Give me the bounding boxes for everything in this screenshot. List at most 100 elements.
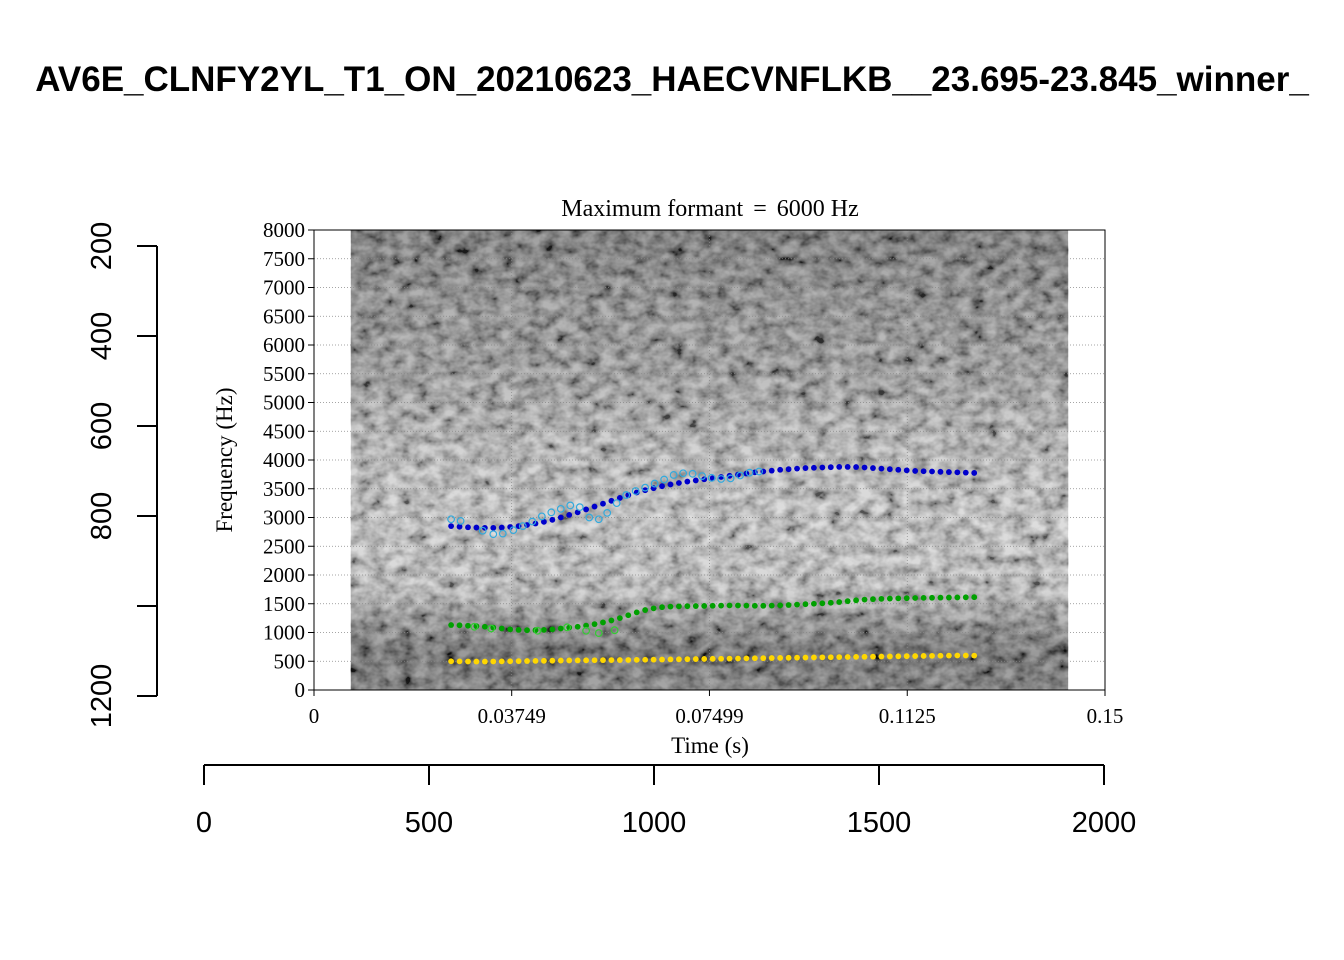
formant-point xyxy=(886,466,893,473)
formant-point xyxy=(473,524,480,531)
formant-point xyxy=(490,524,497,531)
outer-y-tick-label: 1200 xyxy=(86,664,118,729)
formant-point xyxy=(861,464,868,471)
formant-point-open xyxy=(447,515,456,524)
formant-point xyxy=(625,612,632,619)
formant-point xyxy=(853,597,859,604)
formant-point xyxy=(549,626,556,633)
formant-point xyxy=(946,594,952,601)
formant-point xyxy=(608,497,615,504)
formant-point xyxy=(895,653,902,660)
formant-point xyxy=(844,598,851,605)
x-tick-label: 0.15 xyxy=(1087,704,1124,728)
formant-point xyxy=(844,464,851,470)
formant-point xyxy=(912,595,919,601)
formant-point xyxy=(912,653,919,659)
formant-point xyxy=(600,657,606,664)
formant-point xyxy=(735,655,741,662)
outer-y-tick-label: 400 xyxy=(86,312,118,360)
formant-point-open xyxy=(509,526,518,535)
formant-point xyxy=(709,602,716,609)
formant-point xyxy=(684,656,691,663)
formant-point-open xyxy=(575,503,584,512)
formant-point xyxy=(557,657,564,664)
y-tick-label: 6000 xyxy=(263,333,305,357)
subtitle-value: 6000 Hz xyxy=(777,196,859,222)
formant-point xyxy=(616,657,623,663)
formant-point xyxy=(946,652,952,659)
y-tick-label: 5000 xyxy=(263,391,305,415)
formant-point xyxy=(633,656,640,663)
formant-point xyxy=(819,464,826,471)
formant-point-open xyxy=(610,626,619,635)
formant-point xyxy=(659,604,665,611)
formant-point xyxy=(878,465,885,472)
formant-point xyxy=(709,655,716,662)
formant-point xyxy=(962,652,969,659)
formant-point xyxy=(802,654,809,661)
formant-point xyxy=(962,469,969,476)
formant-point-open xyxy=(603,509,612,517)
outer-x-tick-label: 1500 xyxy=(847,807,912,839)
formant-point xyxy=(650,605,657,612)
formant-point xyxy=(456,523,463,530)
formant-point-open xyxy=(745,468,754,477)
formant-point-open xyxy=(582,626,591,635)
formant-point xyxy=(667,481,674,488)
outer-x-tick-label: 2000 xyxy=(1072,807,1137,839)
formant-point xyxy=(448,622,455,628)
formant-point xyxy=(811,600,817,607)
formant-point xyxy=(701,603,708,609)
formant-point xyxy=(768,467,775,474)
formant-point xyxy=(481,623,488,630)
formant-point xyxy=(633,609,640,616)
y-tick-label: 4500 xyxy=(263,419,305,443)
formant-point xyxy=(794,601,800,608)
formant-point-open xyxy=(487,624,496,633)
formant-point xyxy=(811,654,817,661)
formant-point xyxy=(971,470,978,476)
formant-point xyxy=(659,656,665,663)
formant-point xyxy=(777,602,784,609)
formant-point xyxy=(574,623,581,630)
formant-point xyxy=(962,594,969,601)
formant-point xyxy=(498,658,505,665)
formant-point xyxy=(937,594,944,601)
formant-point-open xyxy=(631,487,640,495)
formant-point xyxy=(498,625,505,632)
formant-point xyxy=(465,622,471,629)
formant-point-open xyxy=(679,469,688,478)
formant-point xyxy=(642,487,649,494)
formant-point xyxy=(650,656,657,663)
formant-point-open xyxy=(528,517,537,526)
formant-point xyxy=(676,603,682,610)
inner-axes: 0 500 1000 1500 2000 2500 3000 3500 4000 4500 5000… xyxy=(263,218,1123,728)
y-axis-label: Frequency (Hz) xyxy=(212,388,237,533)
formant-point xyxy=(802,465,809,471)
formant-point xyxy=(591,503,598,510)
formant-point xyxy=(591,621,598,628)
formant-point-open xyxy=(641,483,650,492)
formant-point xyxy=(659,483,665,490)
formant-point xyxy=(692,656,699,662)
formant-point-open xyxy=(594,629,603,637)
y-tick-label: 500 xyxy=(274,649,306,673)
formant-point xyxy=(929,652,935,659)
formant-point xyxy=(903,467,910,474)
formant-point xyxy=(870,653,876,660)
formant-point xyxy=(886,653,893,660)
y-tick-label: 1500 xyxy=(263,592,305,616)
formant-point xyxy=(903,595,910,602)
formant-point xyxy=(541,657,547,664)
formant-point-open xyxy=(585,513,594,522)
formant-point xyxy=(701,656,708,662)
formant-point xyxy=(625,657,632,663)
formant-point-open xyxy=(563,623,572,632)
formant-point xyxy=(878,653,885,660)
formant-point xyxy=(751,655,758,662)
formant-point xyxy=(684,478,691,485)
formant-point xyxy=(954,469,961,476)
formant-point xyxy=(895,595,902,602)
formant-point xyxy=(768,655,775,661)
formant-point xyxy=(557,625,564,632)
